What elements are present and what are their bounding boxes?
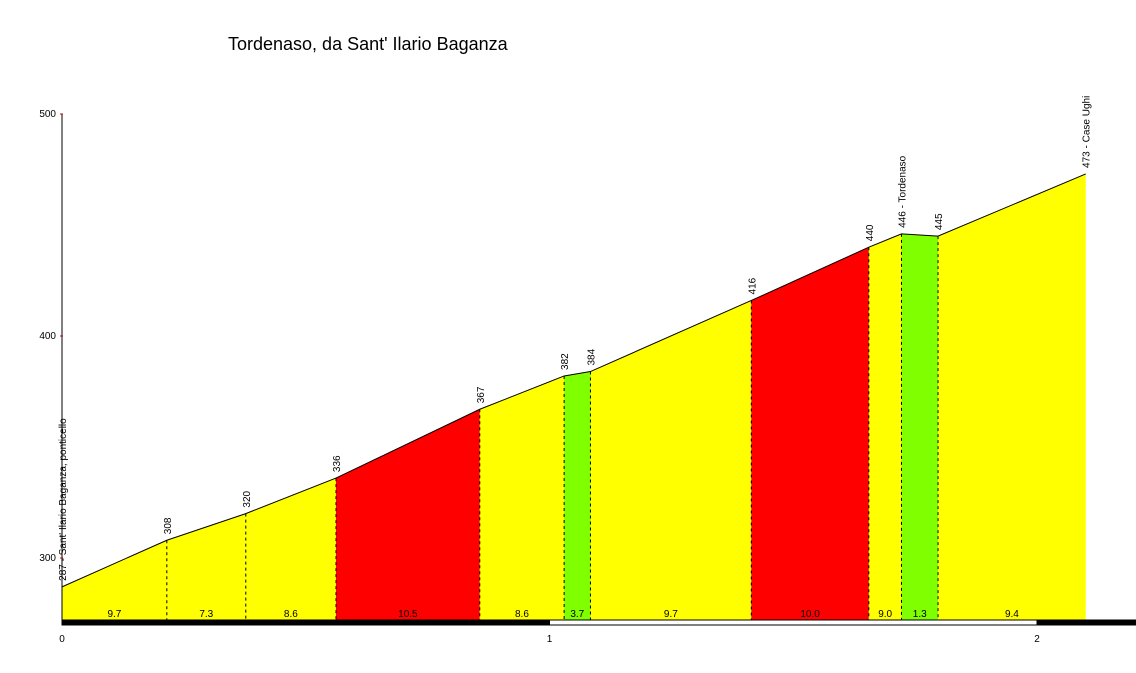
segment-fill bbox=[335, 409, 480, 620]
profile-line bbox=[61, 173, 1086, 588]
x-tick-label: 1 bbox=[547, 634, 553, 645]
gradient-label: 10.5 bbox=[398, 609, 418, 620]
gradient-label: 9.7 bbox=[107, 609, 121, 620]
x-tick-label: 2 bbox=[1034, 634, 1040, 645]
point-label: 382 bbox=[560, 353, 571, 370]
gradient-label: 10.0 bbox=[800, 609, 820, 620]
segment-fill bbox=[868, 233, 902, 620]
segment-fill bbox=[590, 300, 752, 620]
point-label: 367 bbox=[476, 386, 487, 403]
gradient-label: 9.7 bbox=[664, 609, 678, 620]
segment-fill bbox=[62, 540, 167, 620]
segment-fill bbox=[938, 173, 1086, 620]
gradient-label: 8.6 bbox=[515, 609, 529, 620]
segment-fill bbox=[901, 233, 939, 620]
x-tick-label: 0 bbox=[59, 634, 65, 645]
y-tick-label: 500 bbox=[39, 109, 56, 120]
distance-bar-segment bbox=[549, 619, 1038, 626]
point-label: 445 bbox=[934, 213, 945, 230]
y-tick-label: 300 bbox=[39, 553, 56, 564]
point-label: 320 bbox=[242, 490, 253, 507]
segment-fill bbox=[564, 371, 591, 620]
gradient-label: 8.6 bbox=[284, 609, 298, 620]
point-label: 440 bbox=[865, 224, 876, 241]
distance-bar-segment bbox=[1036, 619, 1136, 626]
point-label: 287 - Sant' Ilario Baganza, ponticello bbox=[58, 418, 69, 581]
point-label: 384 bbox=[586, 348, 597, 365]
gradient-label: 9.0 bbox=[878, 609, 892, 620]
point-label: 308 bbox=[163, 517, 174, 534]
distance-bar-segment bbox=[61, 619, 550, 626]
gradient-label: 7.3 bbox=[199, 609, 213, 620]
chart-title: Tordenaso, da Sant' Ilario Baganza bbox=[228, 34, 508, 54]
point-label: 416 bbox=[747, 277, 758, 294]
segment-fill bbox=[245, 478, 336, 620]
segment-fill bbox=[751, 247, 869, 620]
point-label: 473 - Case Ughi bbox=[1082, 96, 1093, 168]
y-tick-label: 400 bbox=[39, 331, 56, 342]
segment-fill bbox=[479, 375, 565, 620]
gradient-label: 9.4 bbox=[1005, 609, 1019, 620]
gradient-label: 1.3 bbox=[913, 609, 927, 620]
gradient-label: 3.7 bbox=[570, 609, 584, 620]
point-label: 336 bbox=[332, 455, 343, 472]
point-label: 446 - Tordenaso bbox=[897, 155, 908, 228]
segment-fill bbox=[166, 513, 246, 620]
